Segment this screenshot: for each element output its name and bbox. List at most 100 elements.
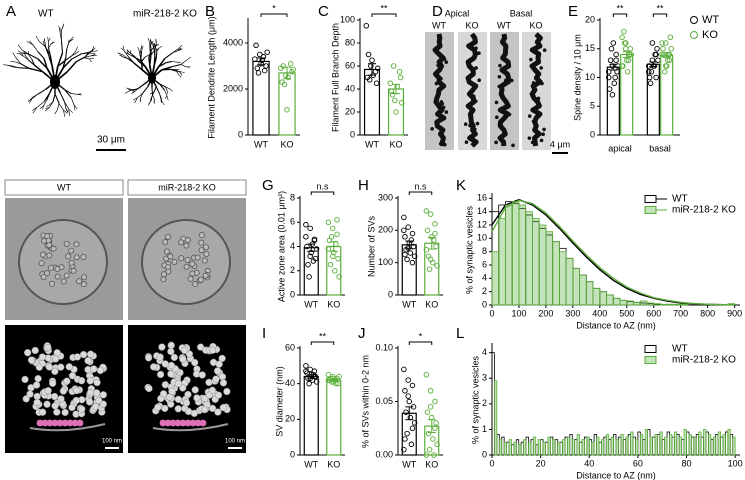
group-label: Basal (510, 8, 533, 18)
data-point (327, 261, 334, 268)
data-point (409, 259, 416, 266)
data-point (609, 63, 616, 69)
x-tick-label: WT (304, 299, 318, 309)
header-box (127, 179, 247, 196)
significance-bracket (310, 191, 335, 195)
rendered-vesicle (174, 395, 182, 404)
rendered-vesicle (51, 367, 59, 375)
dendrite (155, 46, 158, 52)
histogram-bar (707, 434, 712, 456)
data-point (664, 57, 671, 64)
dendrite (130, 52, 135, 58)
em-vesicle (171, 258, 178, 265)
x-tick-label: WT (304, 459, 318, 469)
rendered-vesicle (33, 398, 41, 407)
dendrite (171, 61, 177, 63)
data-point (432, 230, 438, 237)
y-axis-label: % of SVs within 0-2 nm (360, 355, 370, 448)
docked-vesicle (169, 419, 177, 427)
y-tick-label: 8 (290, 192, 295, 202)
dendrite (68, 39, 72, 44)
data-point (287, 60, 294, 67)
data-point (411, 420, 418, 426)
legend-box (644, 345, 657, 353)
data-point (285, 74, 291, 81)
y-axis-label: SV diameter (nm) (274, 366, 284, 437)
dendrite (28, 67, 43, 73)
spine (435, 121, 440, 125)
x-tick-label: 100 (511, 308, 526, 318)
histogram-bar (654, 434, 658, 456)
data-point (621, 28, 627, 35)
data-point (373, 80, 380, 86)
dendrite (10, 61, 16, 63)
dendrite (175, 69, 180, 73)
em-vesicle (198, 247, 205, 254)
dendrite (76, 50, 80, 54)
data-point (613, 51, 619, 58)
x-axis-label: Distance to AZ (nm) (576, 320, 656, 330)
data-point (432, 398, 438, 405)
legend-box (644, 206, 657, 214)
data-point (645, 68, 652, 75)
spine (494, 140, 498, 145)
histogram-bar (581, 439, 585, 456)
rendered-vesicle (219, 379, 228, 387)
dendrite (126, 87, 131, 91)
dendrite (20, 63, 30, 69)
data-point (652, 51, 658, 58)
histogram-bar (703, 429, 707, 456)
histogram-bar (498, 217, 506, 306)
dendrite (165, 60, 173, 64)
data-point (611, 80, 618, 86)
dendrite (42, 40, 45, 45)
histogram-bar (673, 303, 682, 306)
histogram-bar (552, 439, 556, 456)
dendrite (166, 95, 169, 101)
dendrite (186, 56, 191, 61)
dendrite (153, 57, 158, 66)
y-tick-label: 20 (345, 106, 355, 116)
docked-vesicle (194, 419, 202, 427)
data-point (410, 243, 417, 250)
em-vesicle (183, 263, 190, 270)
rendered-vesicle (167, 361, 176, 370)
dendrite (50, 41, 54, 45)
rendered-vesicle (21, 375, 29, 384)
data-point (264, 49, 270, 55)
data-point (308, 249, 315, 256)
spine (464, 140, 469, 144)
rendered-vesicle (167, 341, 175, 349)
docked-vesicle (41, 419, 49, 427)
rendered-vesicle (218, 373, 227, 381)
data-point (401, 366, 407, 373)
histogram-bar (523, 439, 527, 456)
spine (536, 96, 541, 101)
dendrite (88, 49, 94, 53)
data-point (313, 379, 320, 385)
y-tick-label: 20 (285, 414, 295, 424)
data-point (306, 380, 312, 387)
y-tick-label: 15 (585, 43, 595, 53)
data-point (431, 452, 437, 458)
data-point (430, 436, 436, 442)
significance-label: n.s (414, 181, 427, 191)
dendrite (68, 39, 70, 44)
dendrite (135, 87, 140, 90)
data-point (409, 382, 416, 389)
dendrite (65, 48, 68, 59)
histogram-bar (505, 204, 513, 306)
histogram-bar (664, 436, 668, 456)
rendered-vesicle (26, 390, 34, 398)
significance-bracket (408, 341, 433, 345)
em-vesicle (163, 248, 170, 255)
histogram-bar (558, 251, 567, 306)
dendrite (137, 47, 140, 51)
spine (444, 110, 449, 114)
error-bar (622, 51, 631, 58)
spine (511, 143, 515, 148)
image-label: KO (465, 20, 478, 30)
dendrite (133, 56, 141, 61)
histogram-bar (565, 257, 574, 306)
spine (497, 74, 502, 79)
